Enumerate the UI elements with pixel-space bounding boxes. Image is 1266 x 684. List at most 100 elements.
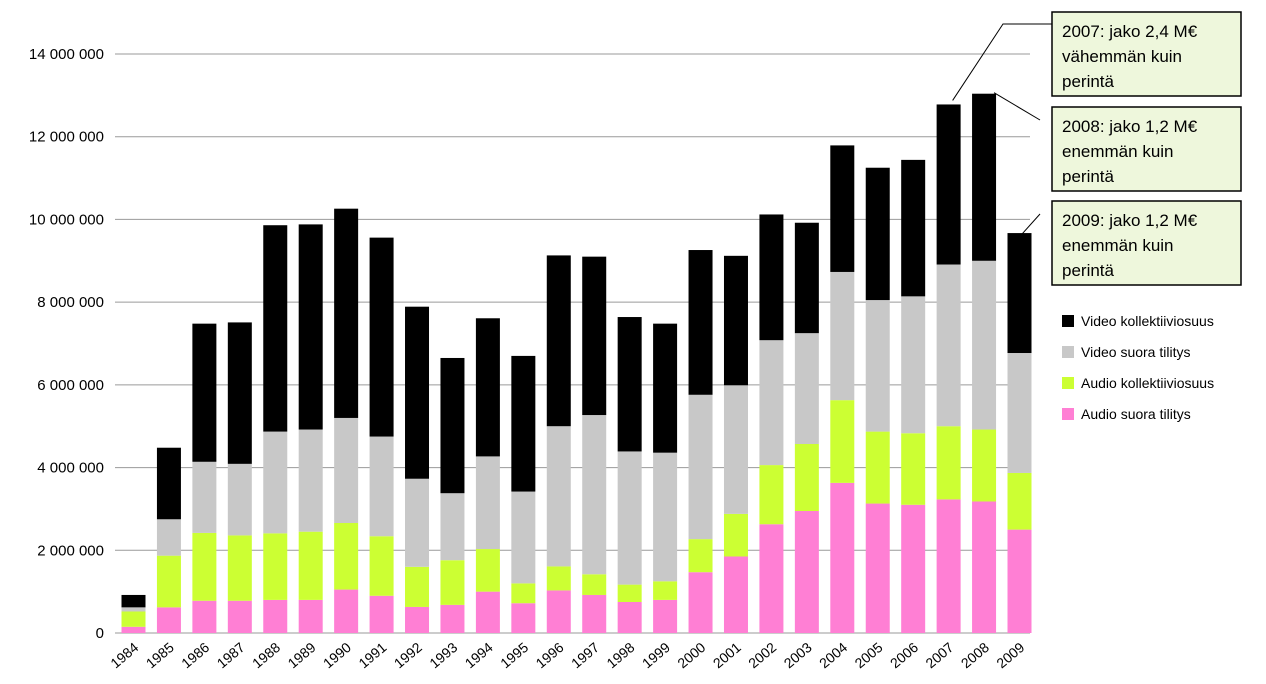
bar-stack-2009 — [1007, 233, 1032, 633]
bar-segment-1-2007 — [936, 499, 961, 633]
bar-segment-1-2000 — [688, 572, 713, 633]
bar-segment-3-1992 — [405, 478, 430, 567]
bar-segment-2-1987 — [227, 535, 252, 601]
bar-segment-1-2004 — [830, 482, 855, 633]
bar-segment-1-2003 — [794, 510, 819, 633]
bar-segment-4-1986 — [192, 323, 217, 462]
bar-segment-3-2007 — [936, 264, 961, 427]
x-tick-label: 2009 — [993, 639, 1027, 671]
bar-stack-2005 — [865, 167, 890, 633]
y-tick-label: 0 — [96, 625, 104, 642]
bar-segment-1-1994 — [475, 591, 500, 633]
bar-segment-3-2000 — [688, 394, 713, 540]
bar-stack-2008 — [972, 93, 997, 633]
x-axis-tick-labels: 1984 1985 1986 1987 1988 1989 1990 1991 1992 1993… — [107, 639, 1027, 671]
y-tick-label: 6 000 000 — [37, 377, 104, 394]
bar-segment-3-1988 — [263, 431, 288, 534]
y-tick-label: 12 000 000 — [29, 129, 104, 146]
bar-segment-4-1985 — [156, 447, 181, 520]
bar-segment-4-2005 — [865, 167, 890, 301]
bar-segment-3-1987 — [227, 463, 252, 536]
bar-stack-1996 — [546, 255, 571, 633]
annotation-text: enemmän kuin — [1062, 236, 1174, 255]
x-tick-label: 2006 — [887, 639, 921, 671]
annotation-text: 2008: jako 1,2 M€ — [1062, 117, 1198, 136]
bar-stack-1986 — [192, 323, 217, 633]
bar-segment-4-1994 — [475, 318, 500, 457]
bar-segment-2-1997 — [582, 574, 607, 595]
bar-segment-2-1984 — [121, 611, 146, 627]
bar-segment-3-2006 — [901, 296, 926, 434]
bar-segment-2-1988 — [263, 533, 288, 600]
bar-segment-3-1991 — [369, 436, 394, 537]
bar-segment-3-2008 — [972, 260, 997, 430]
x-tick-label: 2008 — [958, 639, 992, 671]
legend-label: Video kollektiiviosuus — [1081, 313, 1214, 329]
x-tick-label: 2004 — [816, 639, 850, 671]
bar-segment-4-2007 — [936, 104, 961, 265]
annotation-text: enemmän kuin — [1062, 142, 1174, 161]
bar-segment-2-1999 — [653, 581, 678, 600]
bar-segment-4-1989 — [298, 224, 323, 430]
bar-segment-1-1984 — [121, 626, 146, 633]
bar-stack-2001 — [723, 255, 748, 633]
annotation-text: 2009: jako 1,2 M€ — [1062, 211, 1198, 230]
bar-segment-2-1996 — [546, 566, 571, 591]
x-tick-label: 1989 — [284, 639, 318, 671]
bar-segment-2-1993 — [440, 560, 465, 605]
bar-stack-1990 — [334, 208, 359, 633]
bar-segment-3-1999 — [653, 452, 678, 582]
bar-stack-1995 — [511, 355, 536, 633]
bar-stack-1984 — [121, 594, 146, 633]
bar-segment-3-1984 — [121, 607, 146, 612]
bar-stack-1991 — [369, 237, 394, 633]
bar-segment-4-1996 — [546, 255, 571, 427]
annotation-text: 2007: jako 2,4 M€ — [1062, 22, 1198, 41]
x-tick-label: 1984 — [107, 639, 141, 671]
annotation-text: perintä — [1062, 261, 1115, 280]
bar-stack-2007 — [936, 104, 961, 633]
bar-segment-4-2000 — [688, 250, 713, 395]
bar-segment-2-2001 — [723, 513, 748, 557]
bar-segment-4-1997 — [582, 256, 607, 416]
bar-segment-3-2005 — [865, 300, 890, 432]
x-tick-label: 1996 — [533, 639, 567, 671]
bar-segment-1-1986 — [192, 600, 217, 633]
bar-segment-3-2001 — [723, 385, 748, 514]
x-tick-label: 1997 — [568, 639, 602, 671]
annotation-text: perintä — [1062, 72, 1115, 91]
bar-segment-1-2008 — [972, 501, 997, 633]
bar-stack-2004 — [830, 145, 855, 633]
bar-segment-3-1995 — [511, 491, 536, 584]
bar-segment-1-1987 — [227, 600, 252, 633]
gridlines — [115, 53, 1030, 634]
bar-segment-4-2004 — [830, 145, 855, 272]
bar-segment-1-1988 — [263, 599, 288, 633]
x-tick-label: 1994 — [462, 639, 496, 671]
annotation-text: perintä — [1062, 167, 1115, 186]
bar-segment-1-1998 — [617, 601, 642, 633]
bar-segment-4-1984 — [121, 594, 146, 608]
bar-stack-1994 — [475, 318, 500, 633]
bar-segment-4-2003 — [794, 222, 819, 334]
bar-segment-1-1985 — [156, 607, 181, 633]
legend-swatch — [1062, 408, 1074, 420]
bars — [121, 93, 1032, 633]
bar-segment-1-1989 — [298, 599, 323, 633]
bar-segment-2-1990 — [334, 522, 359, 590]
bar-segment-1-1992 — [405, 606, 430, 633]
bar-segment-3-2004 — [830, 271, 855, 401]
annotation-box — [1051, 106, 1242, 192]
legend-label: Video suora tilitys — [1081, 344, 1190, 360]
bar-segment-3-2009 — [1007, 353, 1032, 473]
bar-stack-1985 — [156, 447, 181, 633]
x-tick-label: 1985 — [143, 639, 177, 671]
bar-segment-1-1990 — [334, 589, 359, 633]
bar-segment-2-1998 — [617, 584, 642, 602]
bar-segment-2-2007 — [936, 426, 961, 500]
x-tick-label: 1987 — [214, 639, 248, 671]
bar-segment-1-1995 — [511, 603, 536, 633]
x-tick-label: 1993 — [426, 639, 460, 671]
legend-swatch — [1062, 346, 1074, 358]
